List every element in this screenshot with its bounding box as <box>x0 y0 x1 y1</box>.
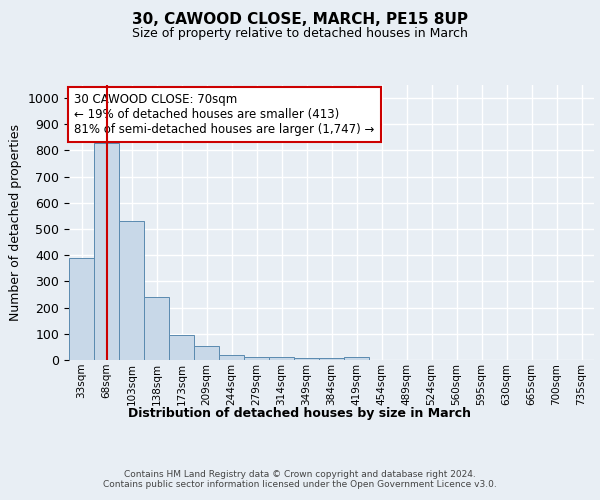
Bar <box>294 358 319 360</box>
Text: Size of property relative to detached houses in March: Size of property relative to detached ho… <box>132 28 468 40</box>
Bar <box>244 356 269 360</box>
Bar <box>269 356 294 360</box>
Bar <box>94 142 119 360</box>
Text: Distribution of detached houses by size in March: Distribution of detached houses by size … <box>128 408 472 420</box>
Bar <box>344 358 369 360</box>
Bar <box>194 346 219 360</box>
Bar <box>119 221 144 360</box>
Bar <box>169 335 194 360</box>
Y-axis label: Number of detached properties: Number of detached properties <box>9 124 22 321</box>
Bar <box>319 358 344 360</box>
Text: Contains HM Land Registry data © Crown copyright and database right 2024.
Contai: Contains HM Land Registry data © Crown c… <box>103 470 497 490</box>
Bar <box>69 258 94 360</box>
Text: 30 CAWOOD CLOSE: 70sqm
← 19% of detached houses are smaller (413)
81% of semi-de: 30 CAWOOD CLOSE: 70sqm ← 19% of detached… <box>74 93 374 136</box>
Bar <box>144 297 169 360</box>
Bar <box>219 356 244 360</box>
Text: 30, CAWOOD CLOSE, MARCH, PE15 8UP: 30, CAWOOD CLOSE, MARCH, PE15 8UP <box>132 12 468 28</box>
